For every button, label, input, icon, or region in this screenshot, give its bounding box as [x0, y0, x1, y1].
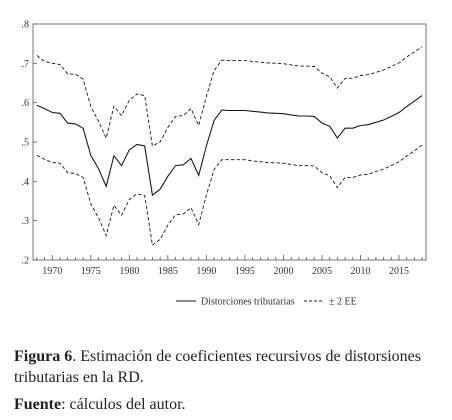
x-tick-label: 2010	[351, 266, 371, 277]
x-tick-label: 2000	[273, 266, 293, 277]
y-tick-label: .8	[22, 20, 30, 31]
x-tick-label: 1980	[119, 266, 139, 277]
source-text: : cálculos del autor.	[61, 396, 186, 413]
x-tick-label: 1970	[42, 266, 62, 277]
plot-frame	[32, 23, 427, 261]
confidence-band-line-1	[36, 46, 423, 147]
y-tick-label: .3	[22, 216, 30, 227]
x-tick-label: 1995	[235, 266, 255, 277]
x-tick-label: 2015	[389, 266, 409, 277]
confidence-band-line-2	[36, 144, 423, 246]
figure-text: . Estimación de coeficientes recursivos …	[14, 348, 422, 386]
x-axis: 1970 1975 1980 1985 1990 1995 2000 2005 2010 2015	[36, 255, 423, 277]
legend-label: ± 2 EE	[329, 297, 357, 308]
figure-source: Fuente: cálculos del autor.	[14, 396, 186, 414]
y-tick-label: .2	[22, 256, 30, 267]
figure-caption: Figura 6. Estimación de coeficientes rec…	[14, 346, 434, 388]
y-tick-label: .6	[22, 98, 30, 109]
figure-label: Figura 6	[14, 348, 73, 365]
y-axis: .2 .3 .4 .5 .6 .7 .8	[22, 20, 37, 267]
x-tick-label: 1990	[196, 266, 216, 277]
y-tick-label: .7	[22, 59, 30, 70]
x-tick-label: 1985	[158, 266, 178, 277]
x-tick-label: 2005	[312, 266, 332, 277]
series-layer	[36, 46, 423, 246]
legend-label: Distorciones tributarias	[201, 297, 295, 308]
x-tick-label: 1975	[81, 266, 101, 277]
legend: Distorciones tributarias ± 2 EE	[176, 297, 357, 308]
estimate-line	[36, 95, 423, 197]
y-tick-label: .4	[22, 177, 30, 188]
y-tick-label: .5	[22, 138, 30, 149]
chart: .2 .3 .4 .5 .6 .7 .8 1970 1975 1980 1985 1990 1995 2…	[22, 20, 427, 308]
source-label: Fuente	[14, 396, 62, 413]
